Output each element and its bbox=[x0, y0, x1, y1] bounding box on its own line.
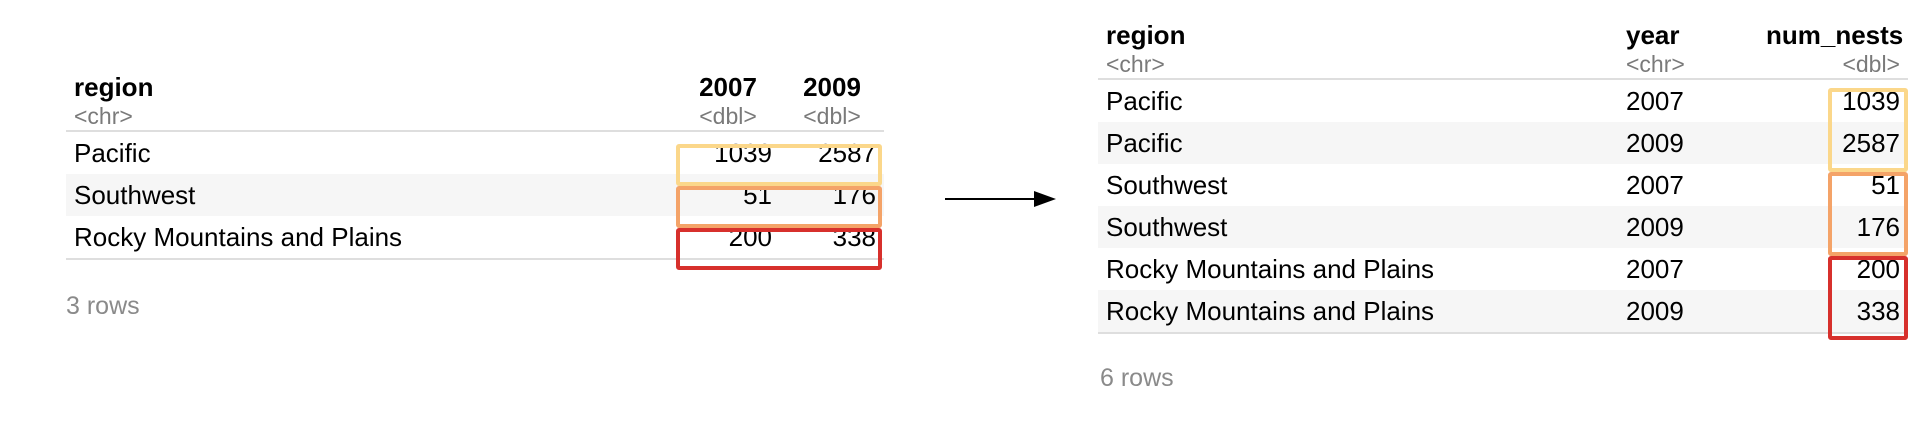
column-type-2009: <dbl> bbox=[780, 102, 884, 132]
table-row: Pacific 1039 2587 bbox=[66, 131, 884, 174]
column-type-2007: <dbl> bbox=[676, 102, 780, 132]
num-nests-cell: 2587 bbox=[1758, 122, 1908, 164]
highlight-box-rocky bbox=[676, 228, 882, 270]
column-type-year: <chr> bbox=[1618, 50, 1758, 80]
table-row: Rocky Mountains and Plains 200 338 bbox=[66, 216, 884, 260]
year-cell: 2007 bbox=[1626, 86, 1684, 116]
table-row: Southwest 2007 51 bbox=[1098, 164, 1908, 206]
region-cell: Southwest bbox=[1106, 170, 1228, 200]
column-header-region: region bbox=[1106, 20, 1186, 50]
highlight-box-pacific bbox=[676, 144, 882, 186]
table-row: Pacific 2007 1039 bbox=[1098, 79, 1908, 122]
value-cell-2007: 51 bbox=[676, 174, 780, 216]
table-row: Rocky Mountains and Plains 2009 338 bbox=[1098, 290, 1908, 334]
table-row: Southwest 2009 176 bbox=[1098, 206, 1908, 248]
region-cell: Rocky Mountains and Plains bbox=[1098, 290, 1618, 334]
table-row: Southwest 51 176 bbox=[66, 174, 884, 216]
highlight-box-southwest bbox=[1828, 172, 1908, 256]
column-header-2009: 2009 bbox=[803, 72, 861, 102]
table-row: Rocky Mountains and Plains 2007 200 bbox=[1098, 248, 1908, 290]
column-header-year: year bbox=[1626, 20, 1680, 50]
highlight-box-pacific bbox=[1828, 88, 1908, 172]
table-row: Pacific 2009 2587 bbox=[1098, 122, 1908, 164]
right-arrow-icon bbox=[945, 191, 1056, 207]
highlight-box-rocky bbox=[1828, 256, 1908, 340]
num-nests-cell: 176 bbox=[1758, 206, 1908, 248]
region-cell: Pacific bbox=[1098, 122, 1618, 164]
year-cell: 2007 bbox=[1626, 170, 1684, 200]
column-type-num-nests: <dbl> bbox=[1758, 50, 1908, 80]
value-cell-2007: 1039 bbox=[714, 138, 772, 168]
region-cell: Southwest bbox=[1098, 206, 1618, 248]
year-cell: 2009 bbox=[1618, 122, 1758, 164]
row-count-caption: 3 rows bbox=[66, 292, 140, 320]
year-cell: 2007 bbox=[1626, 254, 1684, 284]
column-type-region: <chr> bbox=[1098, 50, 1618, 80]
region-cell: Rocky Mountains and Plains bbox=[66, 216, 676, 260]
highlight-box-southwest bbox=[676, 186, 882, 228]
region-cell: Rocky Mountains and Plains bbox=[1106, 254, 1435, 284]
num-nests-cell: 338 bbox=[1758, 290, 1908, 334]
row-count-caption: 6 rows bbox=[1100, 364, 1174, 392]
region-cell: Pacific bbox=[74, 138, 151, 168]
column-type-region: <chr> bbox=[66, 102, 676, 132]
region-cell: Southwest bbox=[66, 174, 676, 216]
long-table: region year num_nests <chr> <chr> <dbl> … bbox=[1098, 20, 1908, 334]
column-header-2007: 2007 bbox=[699, 72, 757, 102]
column-header-region: region bbox=[74, 72, 154, 102]
value-cell-2009: 2587 bbox=[818, 138, 876, 168]
region-cell: Pacific bbox=[1106, 86, 1183, 116]
wide-table: region 2007 2009 <chr> <dbl> <dbl> Pacif… bbox=[66, 72, 884, 260]
year-cell: 2009 bbox=[1618, 290, 1758, 334]
column-header-num-nests: num_nests bbox=[1766, 20, 1904, 50]
year-cell: 2009 bbox=[1618, 206, 1758, 248]
